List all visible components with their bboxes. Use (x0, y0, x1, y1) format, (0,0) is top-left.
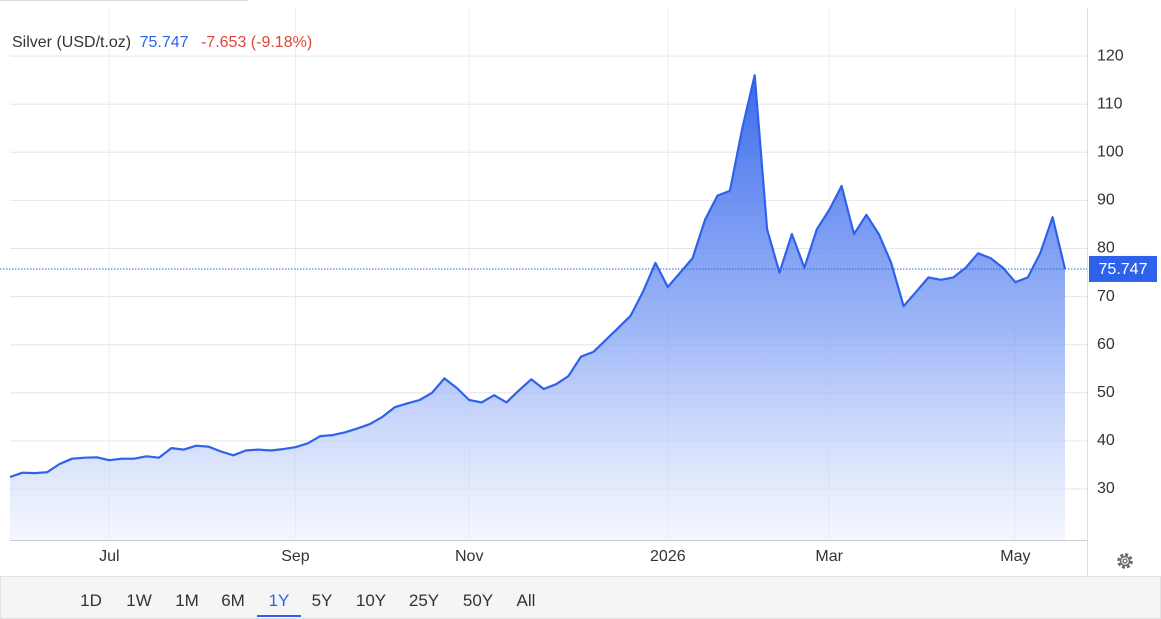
instrument-name: Silver (USD/t.oz) (12, 34, 132, 51)
range-button[interactable]: All (516, 591, 536, 610)
change: -7.653 (200, 34, 247, 51)
settings-icon[interactable] (1117, 553, 1133, 569)
x-tick-label: Sep (281, 548, 310, 565)
line (9, 74, 1067, 479)
range-button[interactable]: 1Y (257, 577, 301, 617)
header: Silver (USD/t.oz) 75.747 -7.653 (-9.18%) (12, 34, 312, 52)
range-button[interactable]: 1W (126, 591, 152, 610)
y-tick-label: 40 (1097, 432, 1115, 449)
range-button[interactable]: 1M (175, 591, 199, 610)
y-tick-label: 110 (1097, 95, 1123, 112)
range-button[interactable]: 50Y (462, 591, 494, 610)
range-button[interactable]: 10Y (355, 591, 387, 610)
area (10, 75, 1065, 541)
price: 75.747 (139, 34, 189, 51)
x-tick-label: 2026 (650, 548, 686, 565)
range-button[interactable]: 6M (221, 591, 245, 610)
x-tick-label: Nov (455, 548, 483, 565)
y-tick-label: 120 (1097, 47, 1124, 64)
last-value-label: 75.747 (1099, 261, 1148, 278)
range-button[interactable]: 1D (80, 591, 102, 610)
x-tick-label: May (1000, 548, 1030, 565)
x-tick-label: Jul (99, 548, 119, 565)
y-tick-label: 90 (1097, 192, 1115, 209)
y-tick-label: 60 (1097, 336, 1115, 353)
y-tick-label: 100 (1097, 144, 1124, 161)
change-pct: (-9.18%) (250, 34, 313, 51)
y-tick-label: 70 (1097, 288, 1115, 305)
last-value-badge (1089, 255, 1157, 282)
chart: 30 40 50 60 70 80 90 100 110 120 Jul Sep Nov 2026 Mar M… (0, 0, 1157, 576)
y-tick-label: 50 (1097, 384, 1115, 401)
x-tick-label: Mar (815, 548, 843, 565)
y-tick-label: 30 (1097, 480, 1115, 497)
range-button[interactable]: 25Y (408, 591, 440, 610)
range-toolbar: 1D 1W 1M 6M 1Y 5Y 10Y 25Y 50Y All (0, 576, 1161, 619)
y-tick-label: 80 (1097, 240, 1115, 257)
range-button[interactable]: 5Y (311, 591, 333, 610)
